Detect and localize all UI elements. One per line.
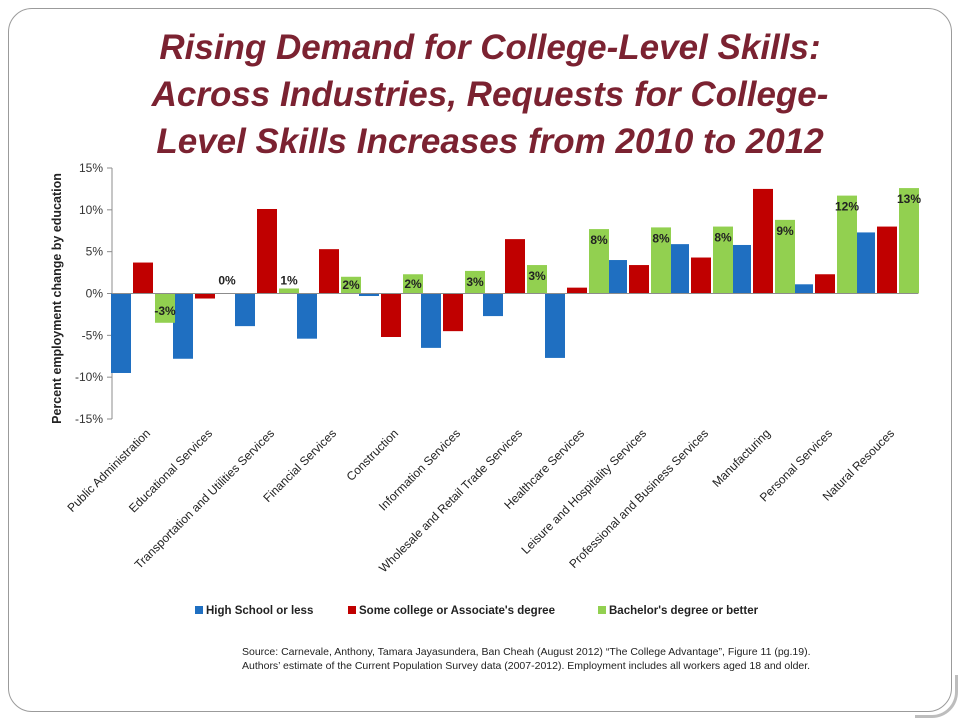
legend-label: Some college or Associate's degree [359, 605, 555, 617]
bar [195, 293, 215, 299]
bar [837, 195, 857, 294]
bar-data-label: 1% [280, 274, 298, 288]
bar [279, 288, 299, 294]
bar [815, 274, 835, 294]
bar [629, 265, 649, 294]
bar [341, 276, 361, 294]
title-line-3: Level Skills Increases from 2010 to 2012 [156, 122, 824, 161]
bar-data-label: 3% [466, 275, 484, 289]
source-line-1: Source: Carnevale, Anthony, Tamara Jayas… [242, 646, 811, 658]
bar [753, 188, 773, 294]
slide-corner-shadow [915, 675, 958, 718]
bar [713, 226, 733, 294]
bar-data-label: 2% [342, 278, 360, 292]
bar [465, 270, 485, 294]
y-tick-label: 10% [79, 203, 103, 217]
bar [133, 262, 153, 294]
bar [877, 226, 897, 294]
bar [421, 293, 441, 348]
y-tick-label: -5% [82, 328, 104, 342]
bar-data-label: 13% [897, 192, 921, 206]
x-category-label: Transportation and Utilities Services [132, 426, 277, 571]
bar [111, 293, 131, 373]
bar-data-label: 2% [404, 277, 422, 291]
slide-title: Rising Demand for College-Level Skills: … [60, 24, 920, 165]
legend-label: Bachelor's degree or better [609, 605, 759, 617]
bar [297, 293, 317, 339]
bar [155, 293, 175, 323]
x-category-label: Professional and Business Services [566, 426, 711, 571]
y-tick-label: 15% [79, 161, 103, 175]
bar [651, 227, 671, 294]
bar [359, 293, 379, 297]
bar [527, 265, 547, 294]
bar-data-label: 0% [218, 274, 236, 288]
bar [775, 219, 795, 294]
bar [235, 293, 255, 327]
legend-swatch [195, 606, 203, 614]
bar-data-label: 8% [652, 231, 670, 245]
legend-label: High School or less [206, 605, 313, 617]
source-line-2: Authors’ estimate of the Current Populat… [242, 660, 811, 672]
x-category-label: Manufacturing [709, 426, 773, 490]
bar [589, 229, 609, 294]
bar [691, 257, 711, 294]
bar [403, 274, 423, 294]
bar [731, 244, 751, 294]
bar [545, 293, 565, 358]
bar [257, 208, 277, 294]
slide-frame [8, 8, 952, 712]
bar-data-label: 3% [528, 269, 546, 283]
y-tick-label: -15% [75, 412, 103, 426]
y-axis-title: Percent employment change by education [50, 173, 64, 424]
bar [381, 293, 401, 338]
bar [173, 293, 193, 359]
y-tick-label: -10% [75, 370, 103, 384]
bar-data-label: 8% [714, 231, 732, 245]
x-category-label: Construction [344, 426, 402, 484]
x-category-label: Leisure and Hospitality Services [518, 426, 649, 557]
bar-data-label: 9% [776, 224, 794, 238]
title-line-1: Rising Demand for College-Level Skills: [159, 28, 821, 67]
bar [793, 284, 813, 294]
bar [319, 249, 339, 294]
bar-data-label: -3% [154, 304, 176, 318]
legend-swatch [598, 606, 606, 614]
bar [669, 244, 689, 294]
y-tick-label: 5% [86, 245, 104, 259]
bar-data-label: 8% [590, 233, 608, 247]
bar-chart: 15% 10% 5% 0% -5% -10% -15% Percent employment … [50, 161, 921, 617]
bar [855, 232, 875, 294]
bar [483, 293, 503, 317]
bar-data-label: 12% [835, 200, 859, 214]
bar [899, 188, 919, 294]
y-tick-label: 0% [86, 287, 104, 301]
bar [567, 287, 587, 294]
title-line-2: Across Industries, Requests for College- [151, 75, 829, 114]
legend-swatch [348, 606, 356, 614]
bar [505, 239, 525, 294]
source-note: Source: Carnevale, Anthony, Tamara Jayas… [242, 645, 932, 673]
bar [607, 260, 627, 294]
bar [443, 293, 463, 332]
